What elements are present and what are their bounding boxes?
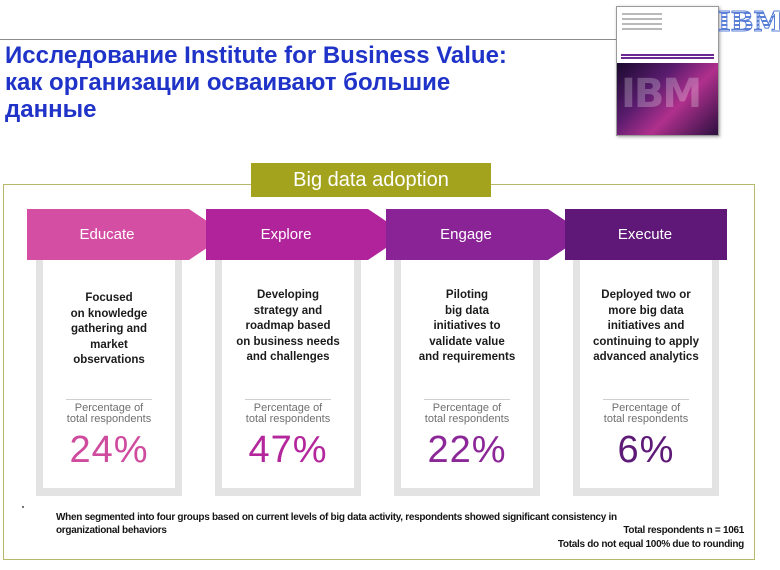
percent-label: Percentage of total respondents bbox=[245, 402, 331, 425]
percent-value: 47% bbox=[248, 429, 328, 471]
respondents-note: Total respondents n = 1061 Totals do not… bbox=[558, 524, 744, 552]
percent-value: 22% bbox=[427, 429, 507, 471]
cover-text-lines bbox=[622, 13, 662, 33]
footnote: When segmented into four groups based on… bbox=[56, 512, 696, 537]
divider bbox=[603, 399, 689, 400]
percent-label: Percentage of total respondents bbox=[424, 402, 510, 425]
footnote-line: organizational behaviors bbox=[56, 524, 167, 536]
slide-title: Исследование Institute for Business Valu… bbox=[5, 42, 605, 123]
stage-arrow-educate bbox=[27, 209, 227, 260]
stage-arrow-execute bbox=[565, 209, 727, 260]
stage-description: Piloting big data initiatives to validat… bbox=[418, 289, 516, 363]
total-respondents: Total respondents n = 1061 bbox=[623, 525, 744, 536]
stage-arrow-engage bbox=[386, 209, 586, 260]
slide-title-line: как организации осваивают большие bbox=[5, 69, 451, 96]
stage-description: Developing strategy and roadmap based on… bbox=[236, 289, 340, 363]
percent-value: 6% bbox=[617, 429, 675, 471]
stage-arrow-explore bbox=[206, 209, 406, 260]
stage-name: Educate bbox=[79, 226, 135, 243]
divider bbox=[66, 399, 152, 400]
stage-description: Deployed two or more big data initiative… bbox=[592, 289, 700, 363]
rounding-note: Totals do not equal 100% due to rounding bbox=[557, 539, 744, 550]
percent-value: 24% bbox=[69, 429, 149, 471]
slide-title-line: Исследование Institute for Business Valu… bbox=[5, 42, 507, 69]
stage-name: Engage bbox=[440, 226, 492, 243]
report-cover-thumbnail: IBM bbox=[616, 6, 719, 136]
ibm-logo: IBM bbox=[718, 7, 780, 38]
divider bbox=[245, 399, 331, 400]
stage-card-explore bbox=[215, 258, 361, 496]
stage-card-execute bbox=[573, 258, 719, 496]
cover-image-text: IBM bbox=[621, 71, 702, 117]
stage-card-engage bbox=[394, 258, 540, 496]
stage-name: Execute bbox=[617, 226, 673, 243]
divider bbox=[424, 399, 510, 400]
cover-image: IBM bbox=[617, 63, 718, 135]
stage-name: Explore bbox=[260, 226, 312, 243]
header-rule bbox=[0, 39, 616, 40]
footnote-line: When segmented into four groups based on… bbox=[56, 512, 617, 523]
percent-label: Percentage of total respondents bbox=[603, 402, 689, 425]
stage-description: Focused on knowledge gathering and marke… bbox=[70, 292, 148, 366]
slide-title-line: данные bbox=[5, 96, 97, 123]
mark bbox=[22, 506, 24, 508]
adoption-title: Big data adoption bbox=[251, 163, 491, 197]
cover-band bbox=[617, 53, 718, 63]
percent-label: Percentage of total respondents bbox=[66, 402, 152, 425]
stage-card-educate bbox=[36, 258, 182, 496]
